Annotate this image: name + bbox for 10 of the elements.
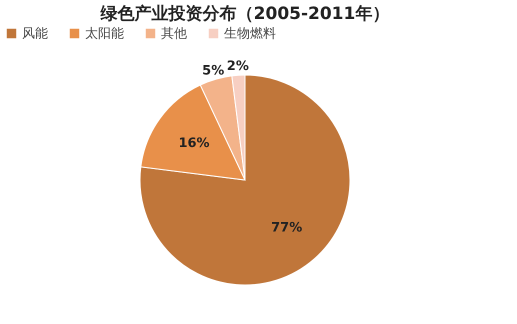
legend-label: 生物燃料 [224, 26, 276, 42]
pie-slice [140, 74, 350, 286]
data-label: 2% [226, 59, 249, 74]
legend-label: 太阳能 [85, 26, 124, 42]
legend-label: 其他 [161, 26, 187, 42]
legend-label: 风能 [22, 26, 48, 42]
data-label: 16% [178, 136, 210, 151]
data-label: 5% [202, 64, 224, 79]
chart-title: 绿色产业投资分布（2005-2011年） [100, 4, 390, 24]
data-label: 77% [271, 220, 302, 236]
